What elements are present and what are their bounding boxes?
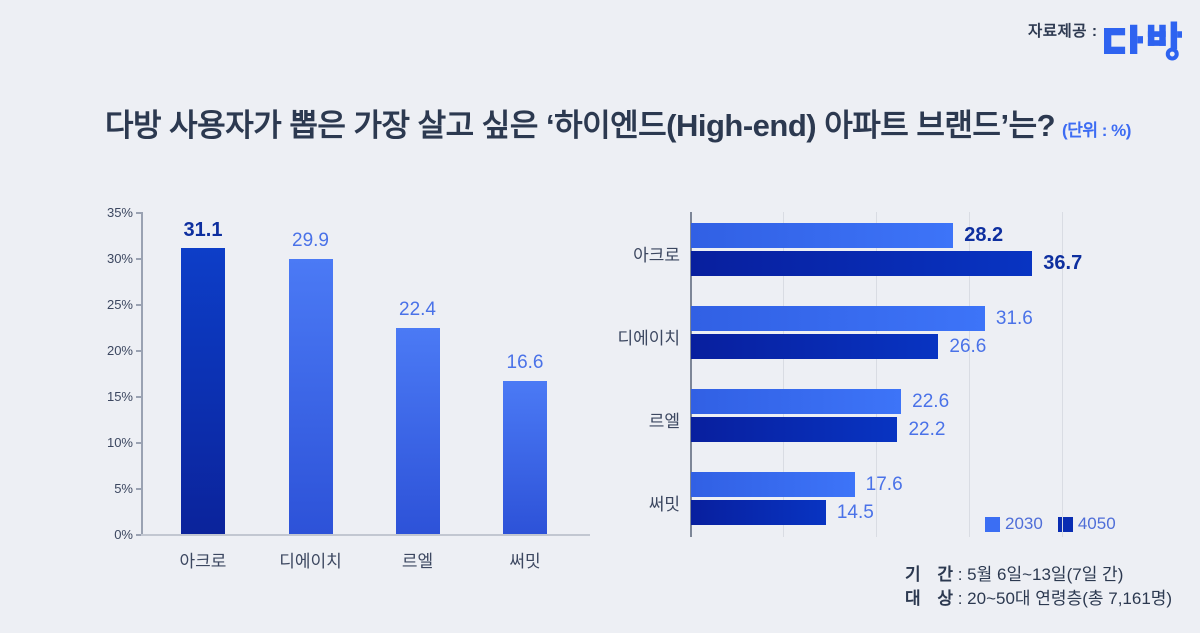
hbar-4050-르엘	[691, 417, 898, 442]
y-axis-tick	[136, 304, 141, 306]
value-label-써밋: 16.6	[506, 352, 544, 374]
legend-item-2030: 2030	[985, 514, 1043, 534]
value-label-2030-디에이치: 31.6	[995, 308, 1033, 329]
hbar-4050-써밋	[691, 500, 826, 525]
bar-써밋	[503, 381, 547, 534]
y-axis-line	[690, 212, 692, 537]
y-axis-tick	[136, 488, 141, 490]
survey-target: 대 상 : 20~50대 연령층(총 7,161명)	[905, 587, 1172, 611]
gridline	[1062, 212, 1063, 537]
value-label-4050-르엘: 22.2	[908, 419, 946, 440]
category-label-써밋: 써밋	[648, 494, 680, 514]
value-label-아크로: 31.1	[183, 218, 223, 241]
y-axis-tick	[136, 258, 141, 260]
survey-period-value: : 5월 6일~13일(7일 간)	[953, 565, 1124, 584]
legend-label: 4050	[1077, 514, 1116, 533]
legend-label: 2030	[1005, 514, 1043, 533]
hbar-4050-아크로	[691, 251, 1033, 276]
y-axis-tick-label: 30%	[106, 251, 133, 266]
category-label-디에이치: 디에이치	[617, 328, 680, 348]
value-label-2030-르엘: 22.6	[912, 391, 950, 412]
bar-르엘	[395, 327, 440, 534]
bar-디에이치	[288, 258, 333, 534]
legend-item-4050: 4050	[1057, 514, 1116, 534]
gridline	[783, 212, 784, 537]
category-label-르엘: 르엘	[648, 411, 680, 431]
x-axis-line	[141, 534, 590, 536]
page-title: 다방 사용자가 뽑은 가장 살고 싶은 ‘하이엔드(High-end) 아파트 …	[105, 100, 1131, 145]
category-label-아크로: 아크로	[179, 552, 227, 571]
y-axis-line	[141, 212, 143, 536]
dabang-logo-icon	[1103, 20, 1182, 67]
value-label-르엘: 22.4	[399, 298, 436, 320]
hbar-4050-디에이치	[691, 334, 939, 359]
value-label-디에이치: 29.9	[292, 229, 329, 251]
gridline	[876, 212, 877, 537]
y-axis-tick	[136, 212, 141, 214]
value-label-2030-아크로: 28.2	[964, 224, 1004, 246]
bar-아크로	[181, 247, 225, 534]
category-label-아크로: 아크로	[633, 245, 680, 265]
category-label-디에이치: 디에이치	[279, 552, 342, 571]
survey-target-label: 대 상	[905, 589, 954, 608]
y-axis-tick-label: 15%	[106, 389, 133, 404]
hbar-2030-르엘	[691, 389, 902, 414]
y-axis-tick	[136, 442, 141, 444]
y-axis-tick-label: 5%	[114, 481, 133, 496]
category-label-르엘: 르엘	[401, 552, 434, 571]
survey-meta: 기 간 : 5월 6일~13일(7일 간) 대 상 : 20~50대 연령층(총…	[905, 563, 1172, 611]
y-axis-tick	[136, 396, 141, 398]
title-prefix: 다방 사용자가 뽑은	[105, 108, 354, 143]
legend: 2030 4050	[985, 514, 1116, 534]
category-label-써밋: 써밋	[509, 552, 541, 571]
legend-swatch-2030	[985, 516, 1000, 532]
y-axis-tick-label: 35%	[106, 205, 133, 220]
legend-swatch-4050	[1057, 516, 1073, 532]
gridline	[969, 212, 970, 537]
y-axis-tick-label: 20%	[106, 343, 133, 358]
survey-period-label: 기 간	[905, 565, 954, 584]
y-axis-tick-label: 0%	[114, 527, 133, 542]
value-label-2030-써밋: 17.6	[865, 474, 903, 495]
survey-period: 기 간 : 5월 6일~13일(7일 간)	[905, 563, 1172, 587]
y-axis-tick	[136, 534, 141, 536]
value-label-4050-아크로: 36.7	[1043, 252, 1083, 274]
value-label-4050-디에이치: 26.6	[949, 336, 987, 357]
value-label-4050-써밋: 14.5	[836, 502, 874, 523]
hbar-2030-써밋	[691, 472, 855, 497]
title-emphasis: 가장 살고 싶은 ‘하이엔드(High-end) 아파트 브랜드’	[353, 108, 1010, 143]
vertical-bar-chart: 0% 5% 10% 15% 20% 25% 30% 35% 31.1 아크로 29.9 디에이치 22.…	[105, 205, 605, 585]
y-axis-tick-label: 10%	[106, 435, 133, 450]
hbar-2030-디에이치	[691, 306, 985, 331]
provider-label: 자료제공 :	[1028, 23, 1098, 40]
provider: 자료제공 :	[1028, 20, 1182, 67]
title-unit-label: (단위 : %)	[1062, 121, 1131, 140]
y-axis-tick-label: 25%	[106, 297, 133, 312]
hbar-2030-아크로	[691, 223, 954, 248]
title-suffix: 는?	[1008, 108, 1056, 143]
grouped-horizontal-bar-chart: 2030 4050 아크로 28.2 36.7 디에이치 31.6 26.6 르엘 22.6 22…	[600, 205, 1180, 545]
survey-target-value: : 20~50대 연령층(총 7,161명)	[953, 589, 1173, 608]
y-axis-tick	[136, 350, 141, 352]
